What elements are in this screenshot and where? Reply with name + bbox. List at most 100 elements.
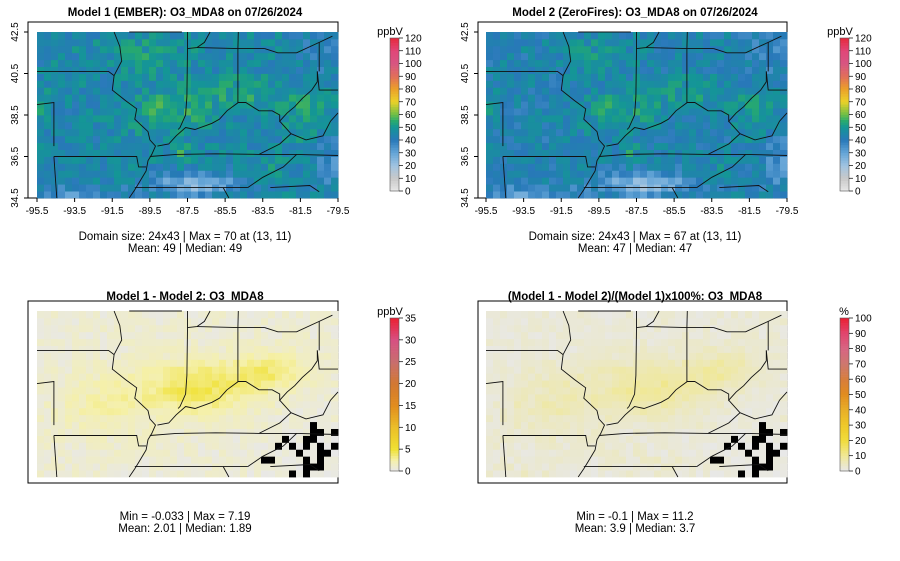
heatmap-cell — [493, 80, 501, 88]
heatmap-cell — [205, 366, 213, 374]
heatmap-cell — [661, 359, 669, 367]
heatmap-cell — [724, 149, 732, 157]
heatmap-cell — [184, 442, 192, 450]
legend-swatch — [840, 117, 849, 120]
heatmap-cell — [759, 449, 767, 457]
heatmap-cell — [275, 73, 283, 81]
heatmap-cell — [675, 170, 683, 178]
heatmap-cell — [584, 324, 592, 333]
heatmap-cell — [58, 331, 66, 340]
heatmap-cell — [324, 121, 332, 130]
heatmap-cell — [324, 87, 332, 95]
heatmap-cell — [577, 442, 585, 450]
heatmap-cell — [233, 345, 241, 353]
heatmap-cell — [226, 101, 234, 109]
heatmap-cell — [198, 135, 206, 144]
heatmap-cell — [654, 345, 662, 353]
heatmap-cell — [191, 338, 199, 346]
heatmap-cell — [198, 115, 206, 123]
heatmap-cell — [37, 380, 45, 388]
legend-swatch — [390, 330, 399, 334]
heatmap-cell — [577, 184, 585, 192]
heatmap-cell — [247, 128, 255, 137]
heatmap-cell — [584, 73, 592, 81]
heatmap-cell — [591, 115, 599, 123]
heatmap-cell — [331, 52, 339, 61]
heatmap-cell — [647, 331, 655, 340]
heatmap-cell — [556, 184, 564, 192]
heatmap-cell — [668, 373, 676, 381]
heatmap-cell — [668, 421, 676, 429]
heatmap-cell — [240, 32, 248, 40]
legend-swatch — [840, 129, 849, 133]
heatmap-cell — [724, 456, 732, 464]
heatmap-cell — [738, 45, 746, 54]
heatmap-cell — [668, 108, 676, 116]
heatmap-cell — [310, 59, 318, 67]
heatmap-cell — [486, 352, 494, 360]
heatmap-cell — [486, 470, 494, 478]
heatmap-cell — [233, 449, 241, 457]
heatmap-cell — [240, 135, 248, 144]
heatmap-cell — [745, 331, 753, 340]
heatmap-cell — [696, 352, 704, 360]
heatmap-cell — [114, 128, 122, 137]
legend-tick-label: 120 — [405, 34, 422, 45]
heatmap-cell — [598, 400, 606, 409]
heatmap-cell — [780, 52, 788, 61]
heatmap-cell — [212, 311, 220, 319]
heatmap-cell — [79, 66, 87, 74]
heatmap-cell — [605, 435, 613, 443]
heatmap-cell — [612, 345, 620, 353]
heatmap-cell — [514, 184, 522, 192]
heatmap-cell — [731, 456, 739, 464]
heatmap-cell — [275, 163, 283, 171]
heatmap-cell — [535, 108, 543, 116]
heatmap-cell — [654, 170, 662, 178]
heatmap-cell — [507, 66, 515, 74]
heatmap-cell — [324, 394, 332, 402]
heatmap-cell — [163, 317, 171, 326]
heatmap-cell — [254, 32, 262, 40]
heatmap-cell — [240, 156, 248, 164]
heatmap-cell — [163, 414, 171, 423]
heatmap-cell — [79, 128, 87, 137]
heatmap-cell — [331, 380, 339, 388]
heatmap-cell — [205, 428, 213, 436]
heatmap-cell — [570, 142, 578, 150]
heatmap-cell — [100, 80, 108, 88]
heatmap-cell — [282, 177, 290, 185]
heatmap-cell — [773, 324, 781, 333]
heatmap-cell — [605, 149, 613, 157]
heatmap-cell — [486, 45, 494, 54]
heatmap-cell — [766, 191, 774, 199]
heatmap-cell — [507, 373, 515, 381]
state-boundary — [53, 435, 58, 478]
heatmap-cell — [37, 456, 45, 464]
heatmap-cell — [647, 38, 655, 47]
heatmap-cell — [317, 142, 325, 150]
heatmap-cell — [44, 449, 52, 457]
heatmap-cell — [79, 177, 87, 185]
heatmap-cell — [100, 170, 108, 178]
heatmap-cell — [128, 115, 136, 123]
heatmap-cell — [689, 163, 697, 171]
heatmap-cell — [303, 428, 311, 436]
heatmap-cell — [93, 170, 101, 178]
legend-swatch — [840, 124, 849, 128]
heatmap-cell — [745, 345, 753, 353]
heatmap-cell — [324, 177, 332, 185]
heatmap-cell — [570, 108, 578, 116]
heatmap-cell — [100, 142, 108, 150]
heatmap-cell — [310, 156, 318, 164]
y-tick-label: 40.5 — [460, 63, 471, 83]
heatmap-cell — [738, 359, 746, 367]
heatmap-cell — [584, 45, 592, 54]
heatmap-cell — [142, 414, 150, 423]
heatmap-cell — [535, 317, 543, 326]
heatmap-cell — [58, 108, 66, 116]
heatmap-cell — [65, 338, 73, 346]
heatmap-cell — [289, 87, 297, 95]
heatmap-cell — [121, 470, 129, 478]
heatmap-cell — [556, 380, 564, 388]
